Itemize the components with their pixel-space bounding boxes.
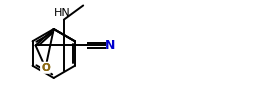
Text: O: O	[41, 63, 50, 73]
Text: O: O	[41, 63, 50, 73]
Text: N: N	[105, 39, 116, 52]
Text: HN: HN	[54, 8, 71, 18]
Text: O: O	[41, 63, 50, 73]
